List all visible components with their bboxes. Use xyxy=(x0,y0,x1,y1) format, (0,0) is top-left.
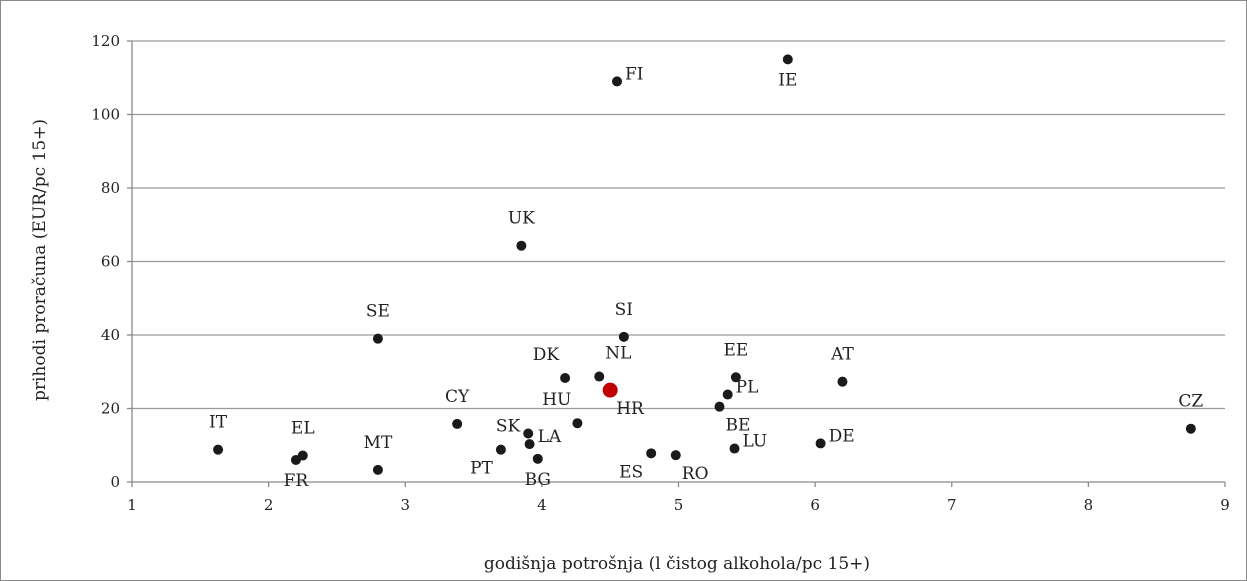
data-point-sk xyxy=(523,428,534,439)
point-label-it: IT xyxy=(209,413,228,433)
point-label-fi: FI xyxy=(625,64,644,84)
point-label-uk: UK xyxy=(508,209,535,229)
data-point-it xyxy=(213,444,224,455)
data-point-la xyxy=(524,439,535,450)
data-point-ee xyxy=(730,372,741,383)
x-tick-label-7: 8 xyxy=(1084,496,1094,514)
data-point-cy xyxy=(452,418,463,429)
data-point-uk xyxy=(516,240,527,251)
point-label-dk: DK xyxy=(533,345,560,365)
data-point-fi xyxy=(612,76,623,87)
point-label-be: BE xyxy=(725,416,750,436)
x-tick-label-6: 7 xyxy=(947,496,957,514)
data-point-ie xyxy=(782,54,793,65)
x-axis-title: godišnja potrošnja (l čistog alkohola/pc… xyxy=(484,554,870,574)
y-tick-label-2: 40 xyxy=(101,326,120,344)
gridlines xyxy=(132,40,1225,410)
data-point-pl xyxy=(722,389,733,400)
data-point-se xyxy=(372,333,383,344)
point-label-la: LA xyxy=(538,427,562,447)
point-label-es: ES xyxy=(619,462,643,482)
y-tick-labels: 0 20 40 60 80 100 120 xyxy=(91,32,132,491)
point-label-nl: NL xyxy=(605,344,631,364)
y-tick-label-4: 80 xyxy=(101,179,120,197)
point-label-sk: SK xyxy=(496,416,521,436)
data-point-si xyxy=(618,331,629,342)
point-label-mt: MT xyxy=(364,433,393,453)
data-point-be xyxy=(714,401,725,412)
y-tick-label-6: 120 xyxy=(91,32,120,50)
point-label-de: DE xyxy=(829,426,855,446)
x-tick-label-0: 1 xyxy=(127,496,137,514)
x-tick-label-8: 9 xyxy=(1220,496,1230,514)
data-points xyxy=(213,54,1196,475)
data-point-at xyxy=(837,376,848,387)
data-point-fr xyxy=(290,454,301,465)
point-label-ie: IE xyxy=(778,70,797,90)
data-point-cz xyxy=(1185,423,1196,434)
point-label-si: SI xyxy=(615,300,633,320)
point-label-cz: CZ xyxy=(1178,392,1203,412)
data-point-hu xyxy=(572,418,583,429)
point-label-at: AT xyxy=(830,345,854,365)
data-point-mt xyxy=(372,464,383,475)
data-point-de xyxy=(815,438,826,449)
y-tick-label-0: 0 xyxy=(110,473,120,491)
x-tick-label-2: 3 xyxy=(400,496,410,514)
y-tick-label-1: 20 xyxy=(101,400,120,418)
data-point-nl xyxy=(594,371,605,382)
data-point-bg xyxy=(532,453,543,464)
point-label-fr: FR xyxy=(284,471,310,491)
point-label-ro: RO xyxy=(682,464,709,484)
point-label-pl: PL xyxy=(736,378,759,398)
point-label-hr: HR xyxy=(616,399,645,419)
point-label-bg: BG xyxy=(525,470,551,490)
x-tick-label-3: 4 xyxy=(537,496,547,514)
y-axis-title: prihodi proračuna (EUR/pc 15+) xyxy=(30,119,50,401)
point-label-pt: PT xyxy=(470,459,493,479)
point-label-se: SE xyxy=(366,302,390,322)
x-tick-label-5: 6 xyxy=(810,496,820,514)
data-point-pt xyxy=(495,444,506,455)
y-tick-label-5: 100 xyxy=(91,106,120,124)
data-point-es xyxy=(646,448,657,459)
y-tick-label-3: 60 xyxy=(101,253,120,271)
x-tick-label-1: 2 xyxy=(264,496,274,514)
data-point-lu xyxy=(729,443,740,454)
point-label-cy: CY xyxy=(445,387,470,407)
point-labels: FI IE UK SE SI DK NL HR EE PL BE AT CZ CY HU SK LA IT EL FR… xyxy=(209,64,1203,491)
x-tick-labels: 1 2 3 4 5 6 7 8 9 xyxy=(127,482,1230,514)
point-label-el: EL xyxy=(291,419,315,439)
data-point-hr xyxy=(602,382,618,398)
x-tick-label-4: 5 xyxy=(674,496,684,514)
point-label-hu: HU xyxy=(542,390,571,410)
point-label-ee: EE xyxy=(723,340,748,360)
point-label-lu: LU xyxy=(743,432,768,452)
data-point-ro xyxy=(670,450,681,461)
data-point-dk xyxy=(560,372,571,383)
